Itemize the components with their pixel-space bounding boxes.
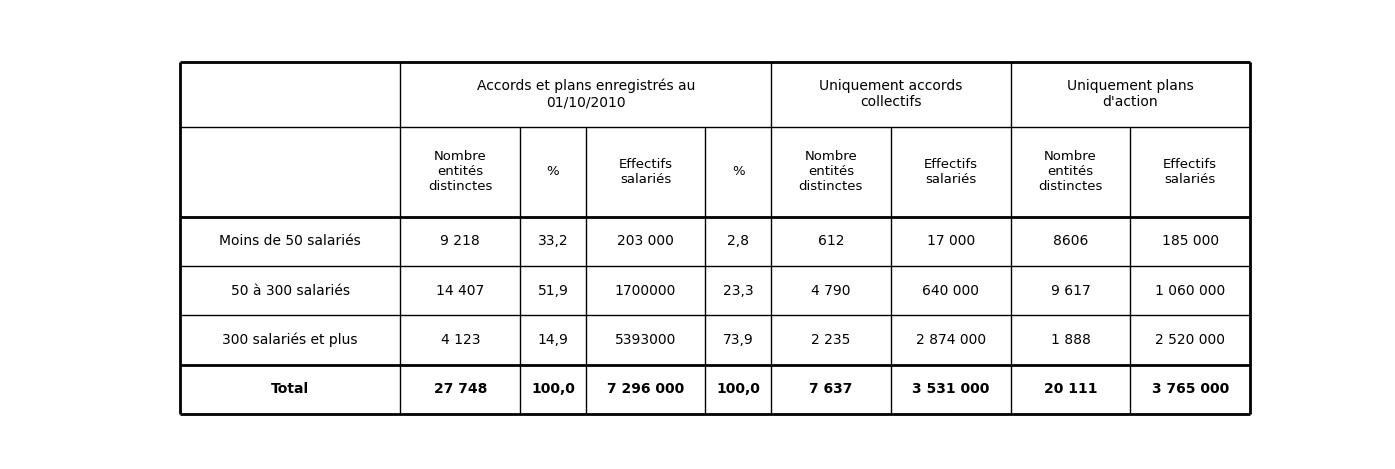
Text: 2 235: 2 235 [812,333,851,347]
Text: 5393000: 5393000 [615,333,677,347]
Text: 17 000: 17 000 [926,234,975,248]
Text: Effectifs
salariés: Effectifs salariés [618,158,672,186]
Text: 51,9: 51,9 [537,284,568,297]
Text: Uniquement accords
collectifs: Uniquement accords collectifs [819,79,963,109]
Text: 2,8: 2,8 [727,234,749,248]
Text: 300 salariés et plus: 300 salariés et plus [222,333,359,347]
Text: 73,9: 73,9 [723,333,753,347]
Text: 23,3: 23,3 [723,284,753,297]
Text: 1 060 000: 1 060 000 [1155,284,1225,297]
Text: 100,0: 100,0 [531,382,575,396]
Text: 100,0: 100,0 [716,382,760,396]
Text: 640 000: 640 000 [922,284,979,297]
Text: 4 123: 4 123 [441,333,480,347]
Text: Accords et plans enregistrés au
01/10/2010: Accords et plans enregistrés au 01/10/20… [477,79,695,110]
Text: 9 617: 9 617 [1050,284,1091,297]
Text: 14 407: 14 407 [437,284,484,297]
Text: 2 874 000: 2 874 000 [915,333,986,347]
Text: 3 765 000: 3 765 000 [1152,382,1229,396]
Text: 9 218: 9 218 [441,234,480,248]
Text: 50 à 300 salariés: 50 à 300 salariés [230,284,350,297]
Text: 3 531 000: 3 531 000 [912,382,989,396]
Text: 7 637: 7 637 [809,382,852,396]
Text: Nombre
entités
distinctes: Nombre entités distinctes [1038,150,1102,193]
Text: Moins de 50 salariés: Moins de 50 salariés [219,234,361,248]
Text: 14,9: 14,9 [537,333,568,347]
Text: 612: 612 [817,234,844,248]
Text: Total: Total [271,382,310,396]
Text: 1 888: 1 888 [1050,333,1091,347]
Text: 185 000: 185 000 [1162,234,1219,248]
Text: 33,2: 33,2 [537,234,568,248]
Text: 27 748: 27 748 [434,382,487,396]
Text: 7 296 000: 7 296 000 [607,382,684,396]
Text: Nombre
entités
distinctes: Nombre entités distinctes [799,150,864,193]
Text: Effectifs
salariés: Effectifs salariés [1163,158,1218,186]
Text: Nombre
entités
distinctes: Nombre entités distinctes [428,150,492,193]
Text: %: % [547,165,559,178]
Text: Effectifs
salariés: Effectifs salariés [923,158,978,186]
Text: Uniquement plans
d'action: Uniquement plans d'action [1067,79,1194,109]
Text: 8606: 8606 [1053,234,1088,248]
Text: 203 000: 203 000 [617,234,674,248]
Text: %: % [732,165,745,178]
Text: 2 520 000: 2 520 000 [1155,333,1225,347]
Text: 20 111: 20 111 [1043,382,1098,396]
Text: 4 790: 4 790 [810,284,851,297]
Text: 1700000: 1700000 [615,284,677,297]
